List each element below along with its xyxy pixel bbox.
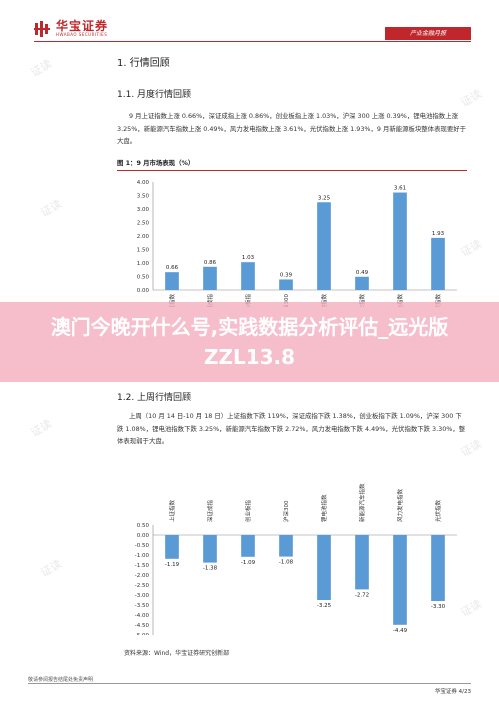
section-title: 1. 行情回顾 [117,58,170,69]
data-label: 1.03 [242,255,255,261]
bar [431,535,445,601]
monthly-market-chart: 4.00 3.50 3.00 2.50 2.00 1.50 1.00 0.50 0.00 0.66… [137,180,457,307]
report-tag: 产业金融月报 [385,27,471,40]
watermark: 证读 [28,57,55,80]
y-tick-label: 0.50 [137,523,150,529]
category-label: 沪深300 [282,500,290,522]
watermark: 证读 [38,197,65,220]
y-tick-label: 3.00 [137,207,150,213]
footer-divider [28,683,471,684]
category-label: 上证指数 [168,294,176,307]
y-tick-label: -1.00 [135,553,150,559]
monthly-review-text: 9 月上证指数上涨 0.66%，深证成指上涨 0.86%，创业板指上涨 1.03… [117,112,467,145]
y-tick-label: -1.50 [135,563,150,569]
figure-1-rule [117,170,467,171]
y-tick-label: -2.00 [135,573,150,579]
data-label: 1.93 [432,231,445,237]
data-label: -3.30 [431,604,446,610]
bar [317,202,331,290]
y-tick-label: 1.00 [137,261,150,267]
data-label: 0.39 [280,272,293,278]
brand-name-cn: 华宝证券 [56,19,109,33]
y-tick-label: 0.00 [137,533,150,539]
bar [393,192,407,290]
y-tick-label: 0.00 [137,288,150,294]
y-tick-label: 3.50 [137,194,150,200]
bar [203,266,217,290]
figure-1-title: 图 1：9 月市场表现（%） [117,159,195,167]
category-label: 创业板指 [244,294,252,307]
y-tick-label: -4.50 [135,623,150,629]
bar [317,535,331,600]
weekly-review-title: 1.2. 上周行情回顾 [117,393,192,403]
data-label: 0.86 [204,260,217,266]
data-source: 资料来源：Wind，华宝证券研究创新部 [124,650,230,657]
overlay-banner [0,302,499,382]
category-label: 沪深300 [282,294,290,307]
category-label: 上证指数 [168,499,176,522]
data-label: -1.19 [165,562,180,568]
y-tick-label: -0.50 [135,543,150,549]
watermark: 证读 [38,557,65,580]
monthly-review-title: 1.1. 月度行情回顾 [117,90,192,100]
bar [241,262,255,290]
bar [431,237,445,290]
category-label: 光伏指数 [434,294,442,307]
category-label: 深证成指 [206,294,214,307]
category-label: 风力发电指数 [396,294,404,307]
category-label: 光伏指数 [434,499,442,522]
y-tick-label: -5.00 [135,633,150,635]
brand-logo: 华宝证券 HWABAO SECURITIES [34,20,108,37]
page-header: 华宝证券 HWABAO SECURITIES 产业金融月报 [0,0,499,44]
y-tick-label: 1.50 [137,248,150,254]
data-label: 3.25 [318,195,331,201]
weekly-market-chart: 0.50 0.00 -0.50 -1.00 -1.50 -2.00 -2.50 -3.00 -3… [135,483,457,635]
data-label: 0.49 [356,270,369,276]
data-label: -3.25 [317,603,332,609]
category-label: 锂电池指数 [320,494,328,522]
bar [241,535,255,557]
category-label: 创业板指 [244,499,252,522]
data-label: -1.38 [203,566,218,572]
brand-logo-icon [34,20,50,37]
watermark: 证读 [458,87,485,110]
bar [279,535,293,557]
y-tick-label: -2.50 [135,583,150,589]
y-tick-label: 2.50 [137,221,150,227]
data-label: -2.72 [355,592,369,598]
category-label: 深证成指 [206,499,214,522]
bar [355,276,369,290]
bar [165,535,179,559]
bar [355,535,369,590]
category-label: 风力发电指数 [396,488,404,522]
weekly-review-text: 上周（10 月 14 日-10 月 18 日）上证指数下跌 119%，深证成指下… [117,412,466,445]
data-label: 3.61 [394,186,406,192]
y-tick-label: 2.00 [137,234,150,240]
category-label: 新能源汽车指数 [358,483,366,522]
y-tick-label: 0.50 [137,275,150,281]
y-tick-label: -3.00 [135,593,150,599]
y-tick-label: -3.50 [135,603,150,609]
bar [165,272,179,290]
data-label: -1.08 [279,560,294,566]
category-label: 锂电池指数 [320,294,328,307]
header-divider [34,41,471,42]
brand-name-en: HWABAO SECURITIES [56,32,108,37]
watermark: 证读 [28,417,55,440]
data-label: -1.09 [241,560,256,566]
page-number: 华宝证券 4/23 [434,689,471,695]
bar [279,279,293,290]
y-tick-label: 4.00 [137,180,150,186]
y-tick-label: -4.00 [135,613,150,619]
category-label: 新能源汽车指数 [358,294,366,307]
data-label: -4.49 [393,628,408,634]
data-label: 0.66 [166,265,179,271]
bar [393,535,407,625]
overlay-banner-text: 澳门今晚开什么号,实践数据分析评估_远光版ZZL13.8 [50,315,449,369]
footer-disclaimer: 敬请参阅报告结尾处免责声明 [28,677,94,683]
bar [203,535,217,563]
